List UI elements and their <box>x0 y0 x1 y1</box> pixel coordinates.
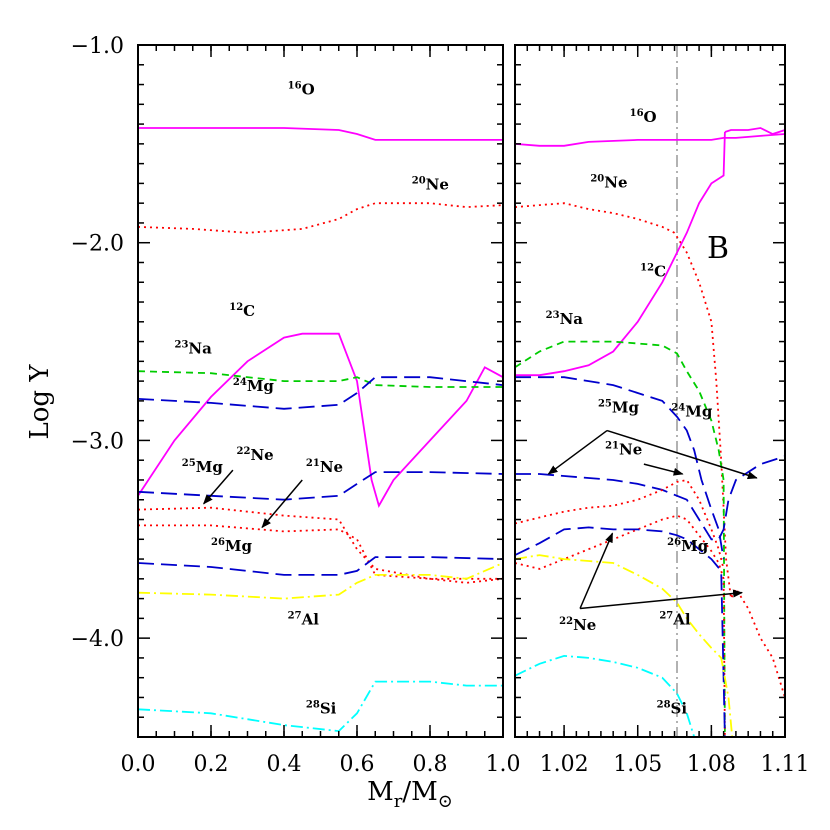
y-axis-label: Log Y <box>25 364 55 440</box>
left-panel: 0.0 0.2 0.4 0.6 0.8 1.0 −1.0 −2.0 −3.0 −4.0 16O 20N… <box>71 34 521 777</box>
series-line-27al <box>138 562 503 600</box>
series-line-16o <box>138 127 503 141</box>
series-line-23na <box>515 340 726 737</box>
isotope-label: 22Ne <box>237 446 274 464</box>
series-line-25mg <box>515 455 785 541</box>
x-tick-label: 0.0 <box>121 752 156 777</box>
panel-label: B <box>707 231 729 266</box>
isotope-label: 24Mg <box>671 403 713 421</box>
plot-frame <box>137 44 504 738</box>
annotation-arrow <box>579 532 614 609</box>
isotope-label: 12C <box>229 302 255 320</box>
isotope-label: 20Ne <box>412 175 449 193</box>
y-tick-label: −3.0 <box>71 429 124 454</box>
annotation-arrow <box>579 589 744 610</box>
isotope-label: 23Na <box>175 339 213 357</box>
annotation-arrow <box>203 469 234 505</box>
x-tick-label: 1.08 <box>687 752 736 777</box>
isotope-label: 28Si <box>306 699 337 717</box>
series-line-20ne <box>138 202 503 234</box>
series-line-24mg <box>515 376 725 560</box>
isotope-label: 26Mg <box>667 537 709 555</box>
series-line-25mg <box>138 471 503 501</box>
isotope-label: 12C <box>640 262 666 280</box>
annotation-arrow <box>547 429 608 475</box>
x-tick-label: 0.8 <box>413 752 448 777</box>
x-tick-label: 0.2 <box>194 752 229 777</box>
series-line-26mg <box>138 556 503 576</box>
series-line-22ne <box>515 514 726 737</box>
isotope-label: 28Si <box>657 699 688 717</box>
x-tick-label: 0.6 <box>340 752 375 777</box>
annotation-arrow <box>643 463 684 476</box>
series-line-27al <box>515 554 734 737</box>
isotope-label: 22Ne <box>559 616 596 634</box>
x-tick-label: 1.02 <box>540 752 589 777</box>
series-line-16o <box>515 133 785 147</box>
isotope-label: 27Al <box>288 610 320 628</box>
isotope-label: 16O <box>630 108 657 126</box>
series-line-26mg <box>515 526 726 737</box>
series-line-28si <box>515 654 696 737</box>
right-panel: 1.02 1.05 1.08 1.11 16O 20Ne 12C 23Na 25Mg 24Mg 21… <box>514 44 810 777</box>
series-line-28si <box>138 680 503 733</box>
isotope-label: 23Na <box>546 310 584 328</box>
series-line-23na <box>138 370 503 388</box>
isotope-label: 27Al <box>659 610 691 628</box>
x-tick-label: 1.05 <box>613 752 662 777</box>
series-line-12c <box>138 332 503 509</box>
plot-frame <box>514 44 786 738</box>
annotation-arrow <box>606 429 758 480</box>
isotope-label: 25Mg <box>598 399 640 417</box>
isotope-label: 24Mg <box>233 377 275 395</box>
series-line-12c <box>515 131 726 377</box>
series-line-21ne <box>138 524 503 584</box>
isotope-label: 21Ne <box>605 440 642 458</box>
series-line-21ne <box>515 478 725 570</box>
x-axis-label: Mr/M⊙ <box>367 777 453 812</box>
y-tick-label: −1.0 <box>71 34 124 59</box>
x-tick-label: 1.11 <box>761 752 810 777</box>
y-tick-label: −2.0 <box>71 232 124 257</box>
series-line-16o-surface <box>724 127 785 135</box>
series-line-24mg <box>138 376 503 410</box>
isotope-label: 20Ne <box>590 173 627 191</box>
y-tick-label: −4.0 <box>71 627 124 652</box>
annotation-arrow <box>261 479 303 529</box>
isotope-label: 21Ne <box>306 458 343 476</box>
x-tick-label: 0.4 <box>267 752 302 777</box>
isotope-label: 25Mg <box>182 458 224 476</box>
series-line-22ne <box>138 506 503 580</box>
isotope-label: 16O <box>288 80 315 98</box>
isotope-label: 26Mg <box>211 537 253 555</box>
x-tick-label: 1.0 <box>486 752 521 777</box>
series-line-20ne <box>515 202 785 698</box>
